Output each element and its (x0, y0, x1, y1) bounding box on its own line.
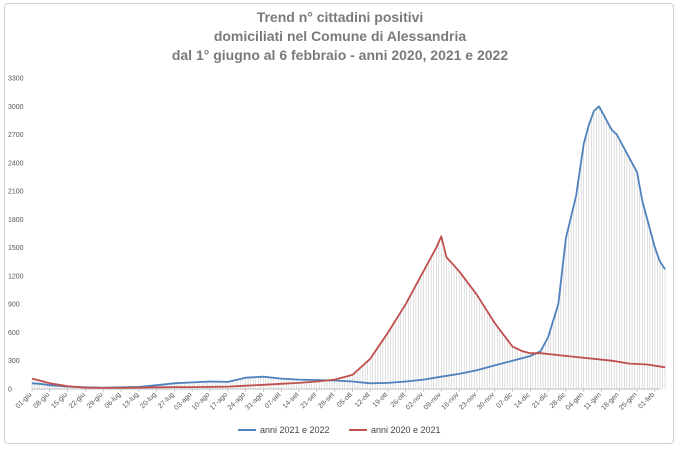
vertical-hatch-lines (31, 106, 666, 389)
x-tick-label: 21-dic (531, 391, 550, 410)
x-tick-label: 10-ago (191, 391, 211, 411)
title-line-3: dal 1° giugno al 6 febbraio - anni 2020,… (171, 47, 509, 63)
title-line-1: Trend n° cittadini positivi (256, 9, 424, 25)
x-tick-label: 30-nov (476, 391, 496, 411)
x-tick-label: 14-set (282, 391, 301, 410)
x-tick-label: 21-set (299, 391, 318, 410)
y-tick-label: 1200 (8, 273, 24, 280)
x-tick-label: 22-giu (68, 391, 87, 410)
x-tick-label: 16-nov (440, 391, 460, 411)
x-tick-label: 03-ago (173, 391, 193, 411)
x-tick-label: 28-set (317, 391, 336, 410)
y-tick-label: 2700 (8, 132, 24, 139)
y-axis: 0 300 600 900 1200 1500 1800 2100 2400 2700 3000 33… (8, 76, 24, 394)
x-tick-label: 01-giu (15, 391, 34, 410)
x-tick-label: 04-gen (565, 391, 585, 411)
y-tick-label: 1500 (8, 245, 24, 252)
y-tick-label: 600 (8, 330, 20, 337)
x-tick-label: 07-set (264, 391, 283, 410)
x-tick-label: 25-gen (618, 391, 638, 411)
x-tick-label: 17-ago (209, 391, 229, 411)
y-tick-label: 1800 (8, 217, 24, 224)
chart-frame (4, 3, 674, 444)
x-axis: 01-giu 08-giu 15-giu 22-giu 29-giu 06-lug 13-l… (15, 388, 660, 412)
y-tick-label: 2400 (8, 160, 24, 167)
x-tick-label: 18-gen (600, 391, 620, 411)
legend-label-2: anni 2020 e 2021 (371, 425, 441, 435)
x-tick-label: 09-nov (423, 391, 443, 411)
x-tick-label: 15-giu (50, 391, 69, 410)
y-tick-label: 0 (8, 387, 12, 394)
title-line-2: domiciliati nel Comune di Alessandria (213, 28, 467, 44)
x-tick-label: 07-dic (496, 391, 515, 410)
x-tick-label: 31-ago (244, 391, 264, 411)
x-tick-label: 24-ago (227, 391, 247, 411)
series-line-1 (31, 105, 666, 389)
y-tick-label: 300 (8, 358, 20, 365)
y-tick-label: 3300 (8, 76, 24, 83)
chart-title: Trend n° cittadini positivi domiciliati … (0, 8, 680, 65)
x-tick-label: 11-gen (583, 391, 603, 411)
x-tick-label: 02-nov (405, 391, 425, 411)
y-tick-label: 3000 (8, 104, 24, 111)
legend-label-1: anni 2021 e 2022 (260, 425, 330, 435)
x-tick-label: 20-lug (139, 391, 158, 410)
x-tick-label: 08-giu (32, 391, 51, 410)
x-tick-label: 19-ott (372, 391, 390, 409)
x-tick-label: 06-lug (104, 391, 123, 410)
x-tick-label: 01-feb (637, 391, 656, 410)
x-tick-label: 05-ott (336, 391, 354, 409)
x-tick-label: 14-dic (513, 391, 532, 410)
x-tick-label: 23-nov (458, 391, 478, 411)
y-tick-label: 900 (8, 302, 20, 309)
x-tick-label: 13-lug (121, 391, 140, 410)
legend: anni 2021 e 2022 anni 2020 e 2021 (238, 425, 441, 435)
x-tick-label: 29-giu (86, 391, 105, 410)
series-line-2 (31, 235, 666, 389)
series-lines (31, 105, 666, 389)
y-tick-label: 2100 (8, 189, 24, 196)
x-tick-label: 12-ott (354, 391, 372, 409)
